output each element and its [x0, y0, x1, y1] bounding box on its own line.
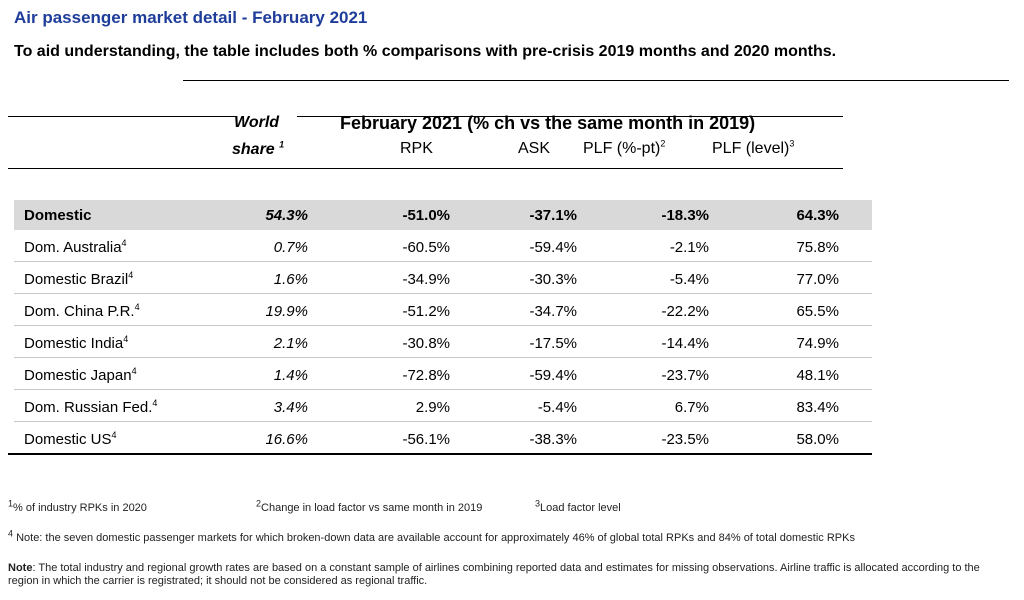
- plf-pt-header: PLF (%-pt)2: [583, 138, 666, 157]
- plf-pt-cell: -23.7%: [661, 367, 709, 384]
- top-rule: [183, 80, 1009, 81]
- world-share-cell: 1.4%: [273, 367, 308, 384]
- table-row: Dom. Russian Fed.4 3.4% 2.9% -5.4% 6.7% 83.4%: [14, 392, 872, 422]
- table-row: Domestic US4 16.6% -56.1% -38.3% -23.5% 58.0%: [14, 424, 872, 454]
- plf-level-cell: 65.5%: [796, 303, 839, 320]
- market-name: Dom. China P.R.4: [24, 302, 140, 321]
- header-rule-right: [297, 116, 843, 117]
- table-row: Domestic 54.3% -51.0% -37.1% -18.3% 64.3%: [14, 200, 872, 230]
- plf-level-cell: 64.3%: [796, 207, 839, 224]
- table-row: Domestic Japan4 1.4% -72.8% -59.4% -23.7% 48.…: [14, 360, 872, 390]
- rpk-cell: -60.5%: [402, 239, 450, 256]
- plf-level-cell: 74.9%: [796, 335, 839, 352]
- world-share-header-line2: share 1: [232, 139, 285, 158]
- world-share-cell: 54.3%: [265, 207, 308, 224]
- market-name: Domestic Japan4: [24, 366, 137, 385]
- row-separator: [14, 261, 872, 262]
- market-name: Dom. Australia4: [24, 238, 127, 257]
- plf-level-cell: 83.4%: [796, 399, 839, 416]
- plf-pt-cell: -18.3%: [661, 207, 709, 224]
- plf-pt-cell: -23.5%: [661, 431, 709, 448]
- rpk-cell: -30.8%: [402, 335, 450, 352]
- table-row: Domestic Brazil4 1.6% -34.9% -30.3% -5.4% 77.…: [14, 264, 872, 294]
- ask-cell: -59.4%: [529, 367, 577, 384]
- market-name: Domestic Brazil4: [24, 270, 134, 289]
- methodology-note: Note: The total industry and regional gr…: [8, 562, 980, 587]
- market-name: Domestic India4: [24, 334, 129, 353]
- row-separator: [14, 357, 872, 358]
- header-rule-left: [8, 116, 236, 117]
- plf-pt-cell: -5.4%: [669, 271, 709, 288]
- rpk-cell: -34.9%: [402, 271, 450, 288]
- rpk-cell: -72.8%: [402, 367, 450, 384]
- world-share-cell: 0.7%: [273, 239, 308, 256]
- ask-header: ASK: [518, 140, 551, 157]
- plf-pt-cell: -2.1%: [669, 239, 709, 256]
- ask-cell: -5.4%: [537, 399, 577, 416]
- world-share-cell: 19.9%: [265, 303, 308, 320]
- plf-level-header: PLF (level)3: [712, 138, 795, 157]
- world-share-cell: 1.6%: [273, 271, 308, 288]
- footnote-4: 4 Note: the seven domestic passenger mar…: [8, 528, 855, 544]
- header-bottom-rule: [8, 168, 843, 169]
- world-share-cell: 3.4%: [273, 399, 308, 416]
- world-share-header-line1: World: [234, 114, 280, 131]
- market-name: Domestic US4: [24, 430, 117, 449]
- rpk-cell: -56.1%: [402, 431, 450, 448]
- rpk-cell: -51.2%: [402, 303, 450, 320]
- footnote-3: 3Load factor level: [535, 498, 621, 514]
- table-row: Dom. China P.R.4 19.9% -51.2% -34.7% -22.2% 6…: [14, 296, 872, 326]
- table-bottom-rule: [8, 453, 872, 455]
- plf-level-cell: 77.0%: [796, 271, 839, 288]
- market-name: Domestic: [24, 207, 92, 224]
- period-header: February 2021 (% ch vs the same month in…: [340, 113, 756, 133]
- plf-level-cell: 75.8%: [796, 239, 839, 256]
- ask-cell: -59.4%: [529, 239, 577, 256]
- row-separator: [14, 421, 872, 422]
- ask-cell: -30.3%: [529, 271, 577, 288]
- plf-pt-cell: -22.2%: [661, 303, 709, 320]
- world-share-cell: 2.1%: [273, 335, 308, 352]
- footnote-1: 1% of industry RPKs in 2020: [8, 498, 147, 514]
- ask-cell: -17.5%: [529, 335, 577, 352]
- page-title: Air passenger market detail - February 2…: [14, 8, 368, 27]
- world-share-cell: 16.6%: [265, 431, 308, 448]
- ask-cell: -34.7%: [529, 303, 577, 320]
- row-separator: [14, 325, 872, 326]
- row-separator: [14, 293, 872, 294]
- footnote-2: 2Change in load factor vs same month in …: [256, 498, 483, 514]
- row-separator: [14, 389, 872, 390]
- plf-pt-cell: -14.4%: [661, 335, 709, 352]
- ask-cell: -38.3%: [529, 431, 577, 448]
- page-subtitle: To aid understanding, the table includes…: [14, 43, 837, 60]
- table-row: Domestic India4 2.1% -30.8% -17.5% -14.4% 74.…: [14, 328, 872, 358]
- market-name: Dom. Russian Fed.4: [24, 398, 158, 417]
- table-row: Dom. Australia4 0.7% -60.5% -59.4% -2.1% 75.8…: [14, 232, 872, 262]
- rpk-cell: -51.0%: [402, 207, 450, 224]
- rpk-cell: 2.9%: [415, 399, 450, 416]
- plf-level-cell: 58.0%: [796, 431, 839, 448]
- rpk-header: RPK: [400, 140, 433, 157]
- plf-pt-cell: 6.7%: [674, 399, 709, 416]
- ask-cell: -37.1%: [529, 207, 577, 224]
- plf-level-cell: 48.1%: [796, 367, 839, 384]
